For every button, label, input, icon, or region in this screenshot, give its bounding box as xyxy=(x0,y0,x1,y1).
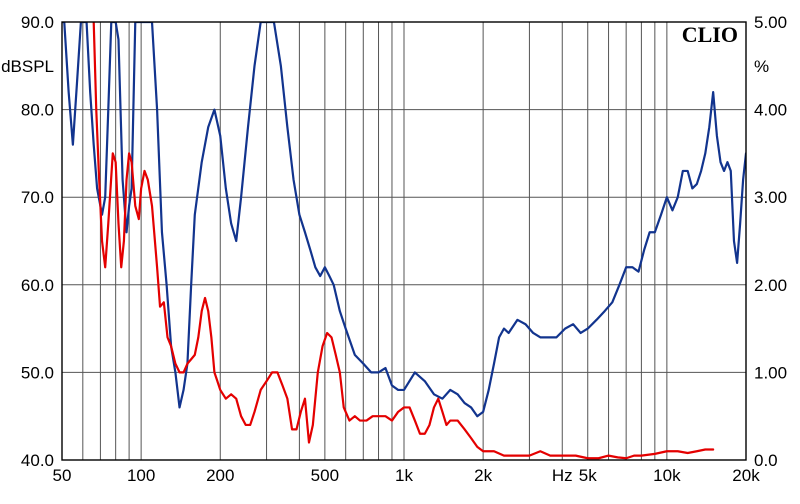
y-left-tick-label: 70.0 xyxy=(21,188,54,207)
y-left-tick-label: 90.0 xyxy=(21,13,54,32)
y-left-tick-label: 80.0 xyxy=(21,101,54,120)
x-tick-label: 100 xyxy=(127,466,155,485)
x-tick-label: 5k xyxy=(579,466,597,485)
y-right-tick-label: 2.00 xyxy=(754,276,787,295)
x-tick-label: 2k xyxy=(474,466,492,485)
y-left-tick-label: 50.0 xyxy=(21,363,54,382)
x-tick-label: 50 xyxy=(53,466,72,485)
y-right-tick-label: 4.00 xyxy=(754,101,787,120)
x-axis-unit: Hz xyxy=(552,466,573,485)
frequency-response-chart: 501002005001k2k5k10k20kHz40.050.060.070.… xyxy=(0,0,800,504)
x-tick-label: 10k xyxy=(653,466,681,485)
y-left-unit: dBSPL xyxy=(1,57,54,76)
x-tick-label: 1k xyxy=(395,466,413,485)
y-right-tick-label: 1.00 xyxy=(754,363,787,382)
x-tick-label: 500 xyxy=(311,466,339,485)
y-right-unit: % xyxy=(754,57,769,76)
x-tick-label: 200 xyxy=(206,466,234,485)
y-left-tick-label: 60.0 xyxy=(21,276,54,295)
y-left-tick-label: 40.0 xyxy=(21,451,54,470)
y-right-tick-label: 3.00 xyxy=(754,188,787,207)
watermark-clio: CLIO xyxy=(682,22,738,47)
y-right-tick-label: 5.00 xyxy=(754,13,787,32)
y-right-tick-label: 0.0 xyxy=(754,451,778,470)
